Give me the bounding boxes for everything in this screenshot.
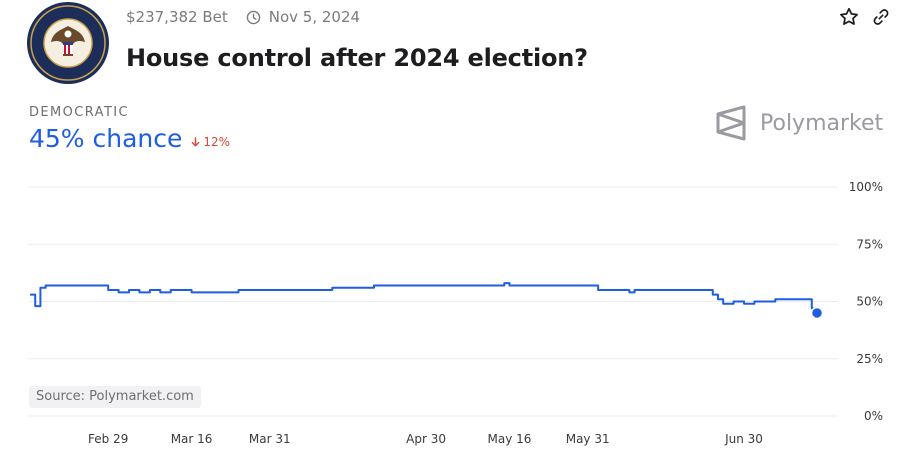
y-tick-label: 0% [864, 409, 883, 423]
x-tick-label: May 16 [488, 432, 532, 446]
market-title: House control after 2024 election? [126, 44, 588, 72]
link-icon[interactable] [870, 6, 892, 28]
y-tick-label: 25% [856, 352, 883, 366]
polymarket-brand: Polymarket [714, 104, 883, 142]
end-date-text: Nov 5, 2024 [268, 8, 361, 26]
x-tick-label: Jun 30 [724, 432, 763, 446]
polymarket-logo-icon [716, 105, 746, 141]
x-tick-label: Feb 29 [88, 432, 128, 446]
x-tick-label: May 31 [566, 432, 610, 446]
change-value: 12% [203, 135, 231, 149]
x-tick-label: Mar 31 [249, 432, 291, 446]
clock-icon [246, 10, 261, 25]
market-meta: $237,382 Bet Nov 5, 2024 [126, 8, 360, 26]
outcome-chance: 45% chance 12% [29, 124, 230, 153]
outcome-label: DEMOCRATIC [29, 105, 129, 120]
y-tick-label: 75% [856, 237, 883, 251]
house-seal-logo [27, 2, 109, 84]
y-tick-label: 100% [849, 180, 883, 194]
volume-text: $237,382 Bet [126, 8, 228, 26]
house-seal-graphic [28, 3, 108, 83]
star-icon[interactable] [838, 6, 860, 28]
chance-value: 45% chance [29, 124, 183, 153]
source-label: Source: Polymarket.com [29, 386, 201, 408]
brand-name: Polymarket [760, 110, 884, 136]
x-tick-label: Mar 16 [171, 432, 213, 446]
x-tick-label: Apr 30 [406, 432, 446, 446]
arrow-down-icon [192, 137, 200, 147]
series-line [30, 282, 818, 313]
change-indicator: 12% [191, 135, 230, 149]
y-tick-label: 50% [856, 295, 883, 309]
current-point-marker [810, 306, 824, 320]
market-actions [838, 6, 892, 28]
